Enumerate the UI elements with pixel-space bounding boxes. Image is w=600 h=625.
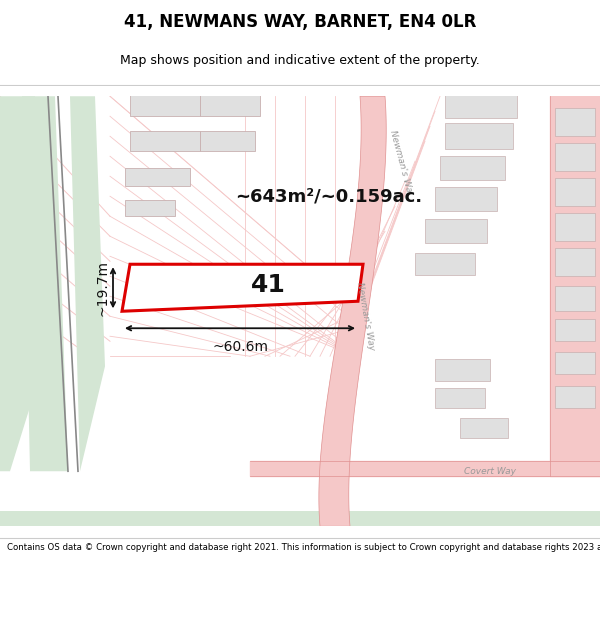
Bar	[445, 123, 513, 149]
Text: Newman's Wa: Newman's Wa	[388, 129, 413, 193]
Text: Map shows position and indicative extent of the property.: Map shows position and indicative extent…	[120, 54, 480, 67]
Bar	[440, 156, 505, 180]
Text: 41, NEWMANS WAY, BARNET, EN4 0LR: 41, NEWMANS WAY, BARNET, EN4 0LR	[124, 12, 476, 31]
Bar	[555, 386, 595, 408]
Text: Covert Way: Covert Way	[464, 467, 516, 476]
Bar	[445, 90, 517, 118]
Polygon shape	[0, 96, 55, 471]
Bar	[435, 388, 485, 408]
Polygon shape	[70, 96, 105, 471]
Text: ~19.7m: ~19.7m	[95, 260, 109, 316]
Polygon shape	[22, 96, 68, 471]
Bar	[130, 131, 200, 151]
Text: Contains OS data © Crown copyright and database right 2021. This information is : Contains OS data © Crown copyright and d…	[7, 543, 600, 552]
Bar	[125, 168, 190, 186]
Text: 41: 41	[251, 273, 286, 298]
Polygon shape	[319, 96, 386, 526]
Bar	[460, 418, 508, 438]
Bar	[555, 248, 595, 276]
Bar	[555, 286, 595, 311]
Bar	[435, 188, 497, 211]
Bar	[555, 143, 595, 171]
Bar	[555, 108, 595, 136]
Polygon shape	[0, 516, 600, 526]
Bar	[435, 359, 490, 381]
Bar	[415, 253, 475, 275]
Text: ~60.6m: ~60.6m	[212, 340, 268, 354]
Bar	[200, 94, 260, 116]
Bar	[555, 213, 595, 241]
Polygon shape	[122, 264, 363, 311]
Bar	[125, 200, 175, 216]
Bar	[555, 319, 595, 341]
Bar	[425, 219, 487, 243]
Bar	[200, 131, 255, 151]
Polygon shape	[0, 511, 600, 526]
Polygon shape	[550, 96, 600, 476]
Bar	[130, 94, 200, 116]
Text: ~643m²/~0.159ac.: ~643m²/~0.159ac.	[235, 188, 422, 205]
Bar	[555, 352, 595, 374]
Polygon shape	[250, 461, 600, 476]
Bar	[555, 178, 595, 206]
Text: Newman's Way: Newman's Way	[355, 281, 376, 351]
